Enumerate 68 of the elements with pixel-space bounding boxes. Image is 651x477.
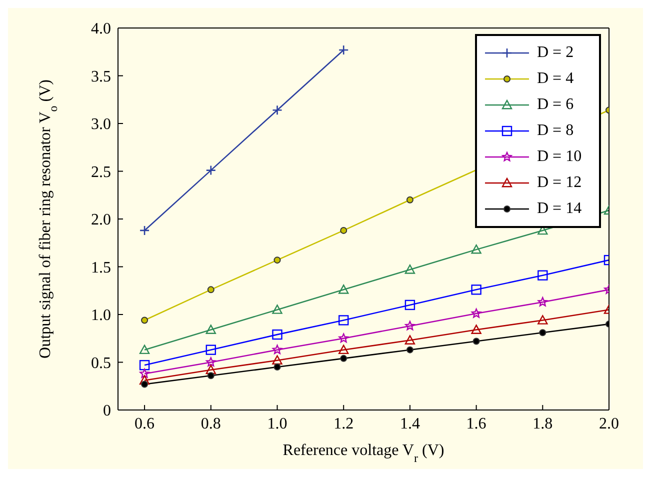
y-tick-label: 2.5	[91, 164, 111, 181]
point	[207, 372, 214, 380]
point	[338, 284, 349, 294]
point	[139, 225, 150, 236]
point	[272, 344, 282, 354]
x-tick-label: 0.6	[134, 415, 155, 432]
point	[405, 320, 415, 330]
point	[471, 244, 482, 254]
point	[207, 286, 214, 294]
point	[404, 264, 416, 274]
y-tick-label: 1.5	[91, 259, 111, 276]
point	[340, 226, 348, 234]
point	[206, 364, 216, 374]
point	[538, 315, 548, 324]
point	[404, 300, 416, 310]
x-tick-label: 1.2	[334, 415, 354, 432]
point	[139, 375, 150, 385]
legend-label: D = 6	[537, 96, 574, 114]
y-tick-label: 4.0	[91, 20, 111, 38]
point	[338, 333, 348, 343]
point	[140, 368, 150, 378]
point	[274, 364, 281, 371]
point	[404, 335, 416, 344]
point	[206, 165, 216, 176]
y-tick-label: 2.0	[91, 212, 111, 229]
legend-label: D = 12	[537, 174, 582, 192]
y-tick-label: 3.5	[91, 68, 111, 86]
x-axis-title: Reference voltage V$_{r}$ (V)	[282, 442, 444, 465]
legend-label: D = 8	[537, 122, 574, 140]
y-tick-label: 0	[103, 402, 111, 420]
point	[139, 344, 150, 354]
point	[340, 354, 348, 362]
x-tick-label: 1.8	[532, 415, 553, 432]
point	[274, 256, 281, 264]
point	[141, 380, 148, 388]
point	[472, 338, 480, 345]
point	[139, 360, 150, 370]
point	[141, 316, 148, 324]
y-tick-label: 1.0	[91, 307, 111, 324]
legend-label: D = 14	[537, 200, 582, 218]
x-tick-label: 1.0	[267, 415, 288, 432]
legend-label: D = 10	[537, 148, 582, 166]
point	[338, 344, 349, 354]
point	[338, 315, 349, 326]
point	[338, 44, 349, 56]
point	[539, 329, 546, 336]
legend-label: D = 4	[537, 70, 574, 88]
point	[206, 357, 216, 366]
x-tick-label: 2.0	[599, 415, 619, 432]
y-tick-label: 0.5	[91, 354, 111, 372]
x-tick-label: 0.8	[200, 415, 221, 432]
point	[272, 104, 282, 116]
point	[471, 308, 482, 318]
point	[471, 324, 482, 334]
point	[206, 344, 216, 355]
x-tick-label: 1.6	[466, 415, 486, 432]
point	[206, 324, 216, 334]
point	[406, 196, 414, 204]
point	[272, 304, 282, 314]
legend-label: D = 2	[537, 44, 574, 62]
point	[471, 284, 482, 295]
point	[406, 346, 414, 354]
point	[272, 329, 282, 340]
x-tick-label: 1.4	[400, 415, 420, 432]
y-tick-label: 3.0	[91, 116, 111, 134]
point	[538, 270, 548, 280]
point	[272, 355, 282, 365]
point	[538, 296, 548, 306]
